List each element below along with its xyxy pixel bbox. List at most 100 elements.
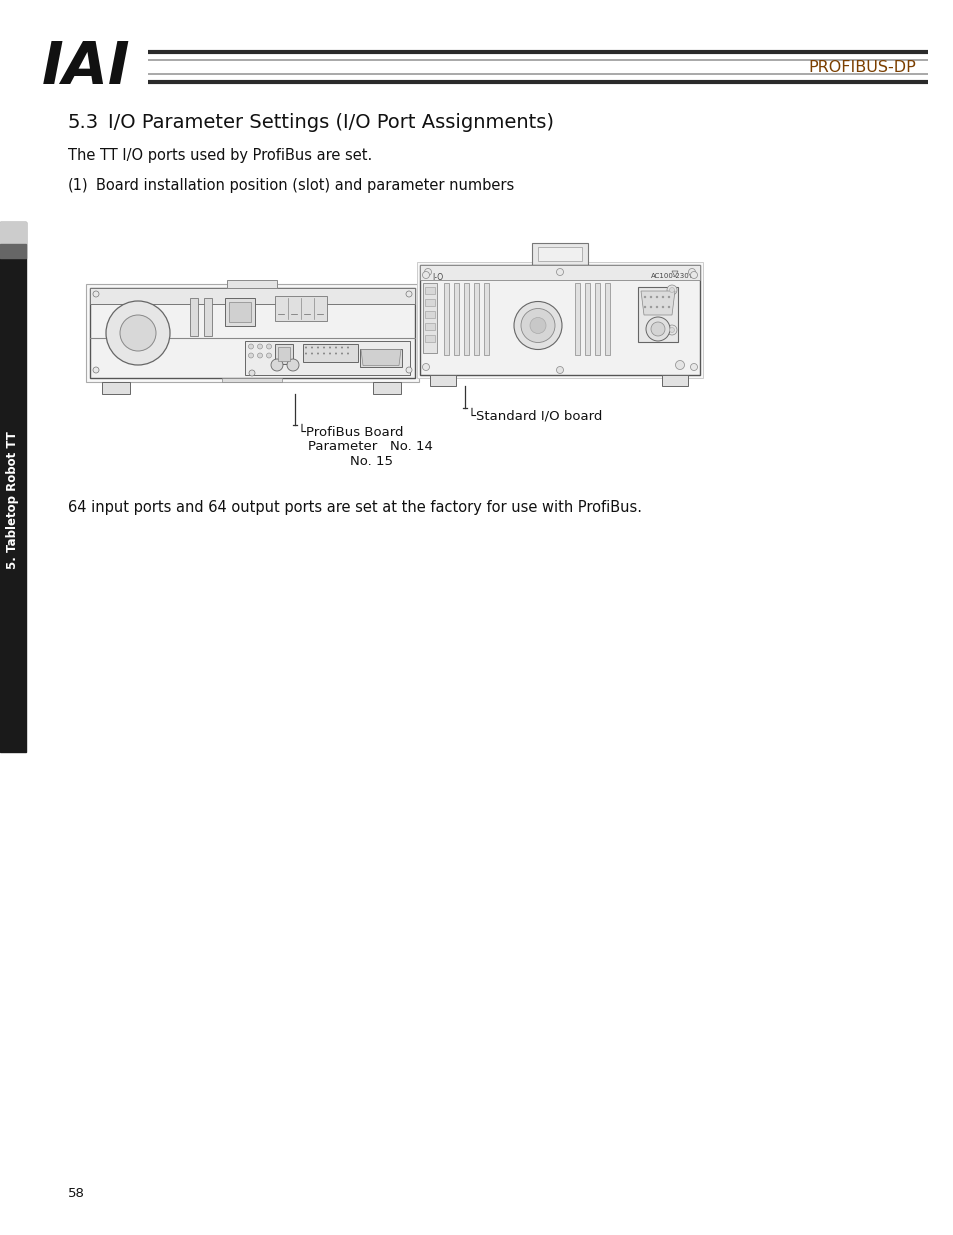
Circle shape [406, 291, 412, 296]
Circle shape [266, 353, 272, 358]
Text: └Standard I/O board: └Standard I/O board [468, 409, 601, 422]
Circle shape [266, 345, 272, 350]
Circle shape [248, 345, 253, 350]
Bar [416, 262, 702, 378]
Circle shape [666, 325, 677, 335]
Bar [102, 382, 130, 394]
Circle shape [422, 272, 429, 279]
Circle shape [120, 315, 156, 351]
Circle shape [106, 301, 170, 366]
Polygon shape [640, 291, 675, 315]
Bar [463, 283, 469, 354]
Bar [245, 341, 410, 375]
Bar [532, 243, 587, 266]
Circle shape [316, 352, 318, 354]
Bar [584, 283, 589, 354]
Circle shape [643, 306, 645, 309]
Circle shape [249, 370, 254, 375]
Circle shape [424, 268, 431, 275]
Circle shape [661, 306, 663, 309]
Circle shape [690, 363, 697, 370]
Bar [575, 283, 579, 354]
Bar [86, 284, 418, 382]
Circle shape [649, 296, 652, 298]
Bar [474, 283, 478, 354]
Circle shape [645, 317, 669, 341]
Circle shape [340, 347, 343, 348]
Circle shape [347, 347, 349, 348]
Circle shape [666, 285, 677, 295]
Circle shape [257, 345, 262, 350]
Text: I/O Parameter Settings (I/O Port Assignments): I/O Parameter Settings (I/O Port Assignm… [108, 112, 554, 132]
Bar [424, 299, 435, 306]
Circle shape [649, 306, 652, 309]
Bar [229, 303, 251, 322]
Circle shape [271, 359, 283, 370]
Circle shape [323, 352, 325, 354]
Bar [537, 247, 581, 261]
Circle shape [257, 353, 262, 358]
Bar [430, 375, 456, 387]
Text: 5. Tabletop Robot TT: 5. Tabletop Robot TT [7, 431, 19, 569]
Circle shape [690, 272, 697, 279]
Circle shape [329, 352, 331, 354]
Circle shape [323, 347, 325, 348]
Circle shape [287, 359, 298, 370]
Circle shape [92, 291, 99, 296]
Bar [225, 298, 254, 326]
Circle shape [688, 268, 695, 275]
Bar [373, 382, 400, 394]
Text: IAI: IAI [42, 40, 131, 96]
Circle shape [650, 322, 664, 336]
Circle shape [406, 367, 412, 373]
Circle shape [661, 296, 663, 298]
Circle shape [655, 306, 658, 309]
Text: PROFIBUS-DP: PROFIBUS-DP [807, 59, 915, 74]
Circle shape [92, 367, 99, 373]
Bar [274, 296, 327, 321]
Text: The TT I/O ports used by ProfiBus are set.: The TT I/O ports used by ProfiBus are se… [68, 148, 372, 163]
Circle shape [520, 309, 555, 342]
Bar [419, 266, 700, 280]
Circle shape [311, 347, 313, 348]
Circle shape [347, 352, 349, 354]
Bar [222, 378, 282, 382]
Bar [0, 222, 26, 245]
Circle shape [248, 353, 253, 358]
Bar [0, 222, 26, 752]
Text: 64 input ports and 64 output ports are set at the factory for use with ProfiBus.: 64 input ports and 64 output ports are s… [68, 500, 641, 515]
Circle shape [675, 361, 684, 369]
Text: └ProfiBus Board: └ProfiBus Board [297, 426, 403, 438]
Bar [422, 283, 436, 353]
Bar [277, 347, 290, 361]
Circle shape [556, 367, 563, 373]
Circle shape [667, 296, 670, 298]
Bar [190, 298, 198, 336]
Circle shape [305, 352, 307, 354]
Circle shape [329, 347, 331, 348]
Bar [274, 343, 293, 363]
Circle shape [514, 301, 561, 350]
Bar [595, 283, 599, 354]
Text: 58: 58 [68, 1187, 85, 1200]
Bar [359, 348, 401, 367]
Circle shape [667, 306, 670, 309]
Text: Board installation position (slot) and parameter numbers: Board installation position (slot) and p… [96, 178, 514, 193]
Bar [90, 288, 415, 378]
Bar [454, 283, 458, 354]
Circle shape [335, 347, 336, 348]
Circle shape [422, 363, 429, 370]
Bar [424, 324, 435, 330]
Circle shape [530, 317, 545, 333]
Circle shape [669, 288, 674, 293]
Circle shape [316, 347, 318, 348]
Text: 5.3: 5.3 [68, 112, 99, 132]
Bar [604, 283, 609, 354]
Polygon shape [360, 350, 400, 366]
Bar [424, 287, 435, 294]
Circle shape [335, 352, 336, 354]
Bar [424, 335, 435, 342]
Bar [661, 375, 687, 387]
Circle shape [655, 296, 658, 298]
Bar [424, 311, 435, 317]
